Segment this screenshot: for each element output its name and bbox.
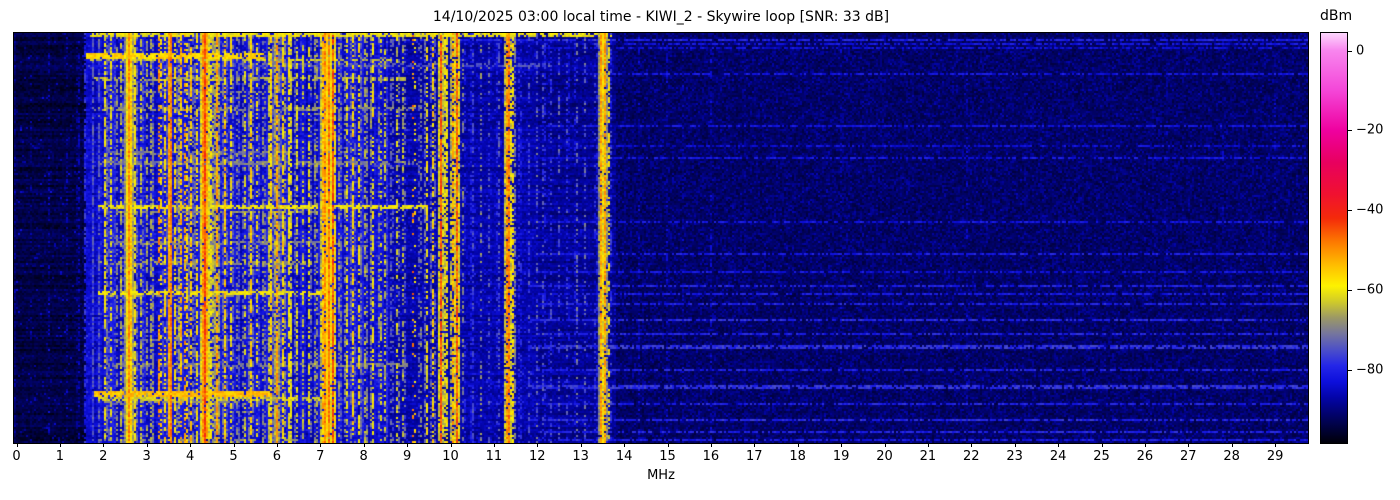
x-tick — [1188, 443, 1190, 447]
x-tick-label: 5 — [229, 449, 238, 464]
x-tick-label: 29 — [1266, 449, 1284, 464]
x-tick-label: 28 — [1223, 449, 1240, 464]
x-tick-label: 19 — [832, 449, 850, 464]
x-tick — [1058, 443, 1060, 447]
colorbar-tick-label: −60 — [1356, 282, 1384, 298]
x-tick-label: 3 — [142, 449, 151, 464]
x-tick — [493, 443, 495, 447]
colorbar-tick — [1348, 289, 1352, 291]
colorbar-tick — [1348, 50, 1352, 52]
x-tick — [233, 443, 235, 447]
colorbar-tick — [1348, 210, 1352, 212]
x-tick — [16, 443, 18, 447]
colorbar-tick — [1348, 130, 1352, 132]
colorbar-gradient — [1321, 33, 1347, 443]
colorbar-tick — [1348, 369, 1352, 371]
x-tick-label: 11 — [485, 449, 503, 464]
x-tick-label: 16 — [702, 449, 720, 464]
x-tick — [407, 443, 409, 447]
x-tick-label: 15 — [659, 449, 676, 464]
x-tick-label: 2 — [99, 449, 108, 464]
x-tick-label: 17 — [746, 449, 763, 464]
x-tick-label: 18 — [789, 449, 806, 464]
x-tick-label: 1 — [55, 449, 65, 464]
colorbar-unit-label: dBm — [1320, 8, 1353, 24]
x-tick-label: 9 — [402, 449, 412, 464]
x-tick — [580, 443, 582, 447]
x-tick — [59, 443, 61, 447]
x-tick — [1275, 443, 1277, 447]
x-tick-label: 4 — [185, 449, 195, 464]
x-tick-label: 24 — [1049, 449, 1067, 464]
x-axis-label: MHz — [647, 468, 675, 483]
colorbar-tick-label: −80 — [1356, 362, 1384, 378]
x-tick-label: 26 — [1136, 449, 1154, 464]
x-tick — [710, 443, 712, 447]
x-tick-label: 22 — [963, 449, 980, 464]
colorbar-tick-label: 0 — [1356, 43, 1365, 59]
x-tick — [276, 443, 278, 447]
x-tick — [797, 443, 799, 447]
x-tick — [1144, 443, 1146, 447]
x-tick — [103, 443, 105, 447]
x-tick — [146, 443, 148, 447]
colorbar — [1320, 32, 1348, 444]
x-tick-label: 23 — [1006, 449, 1023, 464]
x-tick-label: 8 — [359, 449, 368, 464]
x-tick — [667, 443, 669, 447]
x-tick-label: 21 — [919, 449, 937, 464]
x-tick-label: 10 — [442, 449, 459, 464]
x-tick-label: 7 — [316, 449, 325, 464]
x-tick-label: 27 — [1180, 449, 1197, 464]
x-tick-label: 0 — [12, 449, 21, 464]
x-tick-label: 14 — [615, 449, 633, 464]
chart-title: 14/10/2025 03:00 local time - KIWI_2 - S… — [432, 9, 890, 25]
x-tick — [1101, 443, 1103, 447]
waterfall-plot — [13, 32, 1309, 444]
x-tick — [971, 443, 973, 447]
colorbar-tick-label: −40 — [1356, 202, 1384, 218]
x-tick — [754, 443, 756, 447]
x-tick — [624, 443, 626, 447]
x-tick — [1014, 443, 1016, 447]
x-tick-label: 20 — [876, 449, 893, 464]
x-tick — [363, 443, 365, 447]
x-tick — [927, 443, 929, 447]
x-tick — [884, 443, 886, 447]
x-tick-label: 6 — [272, 449, 282, 464]
x-tick — [320, 443, 322, 447]
x-tick-label: 25 — [1093, 449, 1110, 464]
x-tick-label: 12 — [529, 449, 546, 464]
x-tick — [450, 443, 452, 447]
x-tick — [1231, 443, 1233, 447]
x-tick-label: 13 — [572, 449, 589, 464]
x-tick — [190, 443, 192, 447]
waterfall-heatmap — [14, 33, 1308, 443]
x-tick — [537, 443, 539, 447]
colorbar-tick-label: −20 — [1356, 122, 1384, 138]
x-tick — [841, 443, 843, 447]
